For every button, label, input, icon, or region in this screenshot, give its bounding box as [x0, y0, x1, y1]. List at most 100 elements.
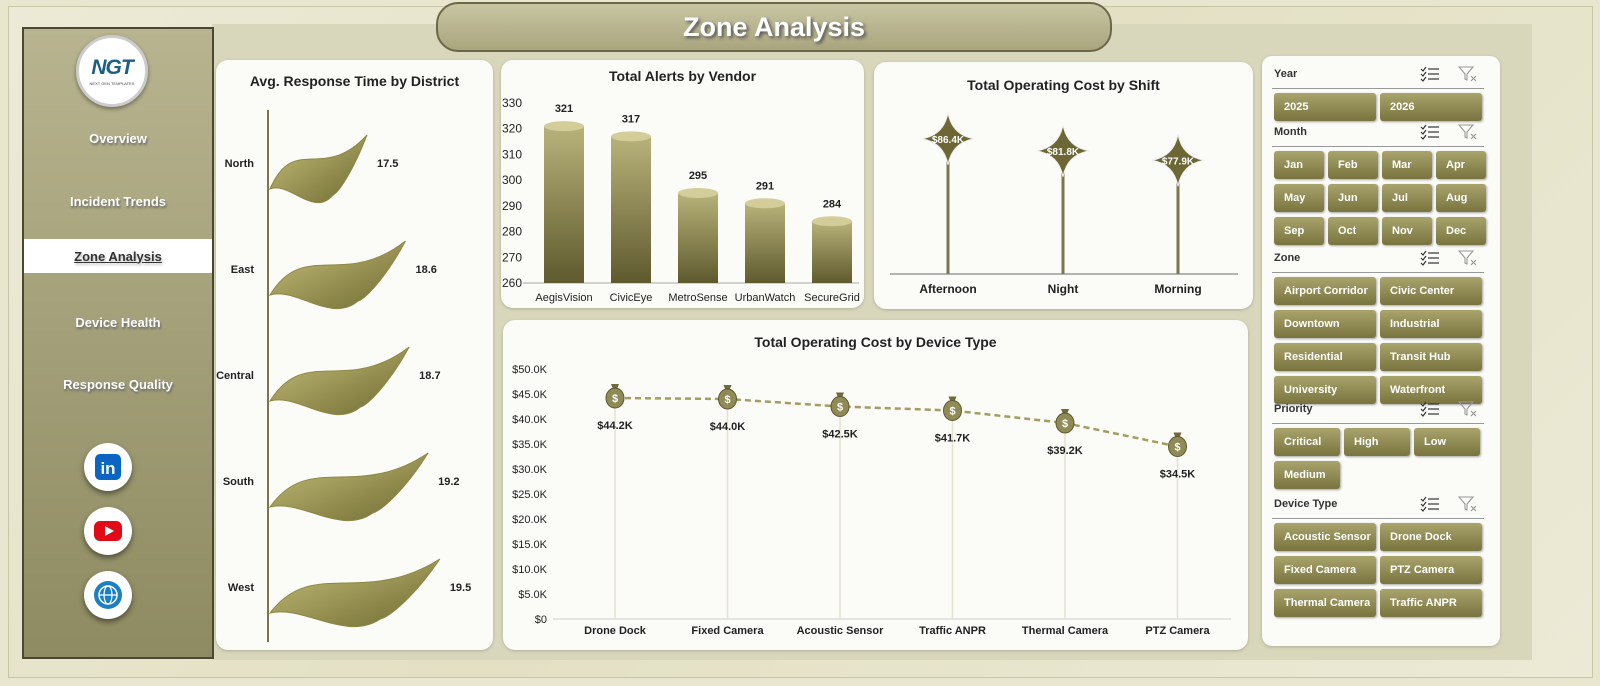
filter-divider: [1272, 146, 1484, 147]
multi-select-icon[interactable]: [1420, 401, 1440, 417]
filter-option-drone-dock[interactable]: Drone Dock: [1380, 523, 1482, 551]
device-category-label: Thermal Camera: [1022, 625, 1109, 637]
alerts-ytick-label: 290: [502, 199, 522, 213]
filter-option-residential[interactable]: Residential: [1274, 343, 1376, 371]
alerts-chart: 260 270 280 290 300 310 320 330 321 AegisVision 31…: [502, 96, 860, 304]
globe-link[interactable]: [84, 571, 132, 619]
clear-filter-icon[interactable]: [1457, 124, 1478, 140]
response-value-label: 19.2: [438, 476, 459, 488]
alerts-bar-cap: [745, 198, 785, 209]
filter-option-jan[interactable]: Jan: [1274, 151, 1324, 179]
filter-option-nov[interactable]: Nov: [1382, 217, 1432, 245]
logo-text: NGT: [91, 56, 133, 79]
clear-filter-icon[interactable]: [1457, 66, 1478, 82]
clear-filter-icon[interactable]: [1457, 496, 1478, 512]
sidebar-item-incident-trends[interactable]: Incident Trends: [69, 193, 167, 209]
shift-category-label: Afternoon: [919, 282, 976, 296]
filter-option-airport-corridor[interactable]: Airport Corridor: [1274, 277, 1376, 305]
filter-option-medium[interactable]: Medium: [1274, 461, 1340, 489]
multi-select-icon[interactable]: [1420, 496, 1440, 512]
shift-marker: [921, 112, 975, 165]
alerts-title: Total Alerts by Vendor: [608, 68, 757, 84]
money-bag-icon: $: [830, 392, 850, 417]
filter-option-2026[interactable]: 2026: [1380, 93, 1482, 121]
filter-option-transit-hub[interactable]: Transit Hub: [1380, 343, 1482, 371]
response-time-chart: North 17.5 East 18.6 Central 18.7 South 19.2 Wes…: [216, 110, 471, 642]
filter-option-feb[interactable]: Feb: [1328, 151, 1378, 179]
alerts-ytick-label: 330: [502, 96, 522, 110]
alerts-value-label: 284: [823, 198, 842, 210]
clear-filter-icon[interactable]: [1457, 250, 1478, 266]
response-category-label: South: [223, 476, 254, 488]
device-category-label: Drone Dock: [584, 625, 647, 637]
device-ytick-label: $10.0K: [512, 564, 548, 576]
filter-option-ptz-camera[interactable]: PTZ Camera: [1380, 556, 1482, 584]
filter-option-jun[interactable]: Jun: [1328, 184, 1378, 212]
alerts-bar-cap: [812, 216, 852, 227]
device-ytick-label: $50.0K: [512, 364, 548, 376]
alerts-bar: [611, 136, 651, 283]
sidebar-item-zone-analysis[interactable]: Zone Analysis: [24, 239, 212, 273]
filter-option-acoustic-sensor[interactable]: Acoustic Sensor: [1274, 523, 1376, 551]
alerts-bar: [678, 193, 718, 283]
sidebar-item-device-health[interactable]: Device Health: [75, 314, 161, 330]
device-ytick-label: $0: [535, 614, 547, 626]
svg-text:$: $: [1174, 442, 1180, 454]
device-ytick-label: $40.0K: [512, 414, 548, 426]
filter-option-mar[interactable]: Mar: [1382, 151, 1432, 179]
page-title: Zone Analysis: [682, 11, 866, 42]
youtube-link[interactable]: [84, 507, 132, 555]
filter-label-year: Year: [1274, 68, 1298, 80]
filter-option-industrial[interactable]: Industrial: [1380, 310, 1482, 338]
filter-option-may[interactable]: May: [1274, 184, 1324, 212]
device-value-label: $41.7K: [935, 433, 971, 445]
alerts-category-label: AegisVision: [535, 292, 592, 304]
response-value-label: 18.7: [419, 370, 440, 382]
filter-divider: [1272, 518, 1484, 519]
device-category-label: Traffic ANPR: [919, 625, 986, 637]
sidebar-item-response-quality[interactable]: Response Quality: [63, 376, 173, 392]
filter-divider: [1272, 88, 1484, 89]
globe-icon: [94, 581, 122, 609]
response-bar: [268, 346, 410, 416]
filter-option-low[interactable]: Low: [1414, 428, 1480, 456]
svg-text:$: $: [949, 406, 955, 418]
clear-filter-icon[interactable]: [1457, 401, 1478, 417]
linkedin-link[interactable]: in: [84, 443, 132, 491]
svg-text:$: $: [837, 402, 843, 414]
filter-option-aug[interactable]: Aug: [1436, 184, 1486, 212]
multi-select-icon[interactable]: [1420, 66, 1440, 82]
filter-option-2025[interactable]: 2025: [1274, 93, 1376, 121]
money-bag-icon: $: [943, 396, 962, 421]
filter-option-dec[interactable]: Dec: [1436, 217, 1486, 245]
alerts-value-label: 317: [622, 113, 640, 125]
filter-divider: [1272, 423, 1484, 424]
linkedin-icon: in: [95, 454, 121, 480]
filter-option-university[interactable]: University: [1274, 376, 1376, 404]
filter-option-apr[interactable]: Apr: [1436, 151, 1486, 179]
response-category-label: West: [228, 582, 254, 594]
filter-option-oct[interactable]: Oct: [1328, 217, 1378, 245]
multi-select-icon[interactable]: [1420, 250, 1440, 266]
filter-option-traffic-anpr[interactable]: Traffic ANPR: [1380, 589, 1482, 617]
filter-panel: Year 2025 2026 Month Jan Feb Mar Apr May Jun Jul Au…: [1262, 56, 1500, 646]
response-time-title: Avg. Response Time by District: [249, 73, 460, 89]
filter-option-civic-center[interactable]: Civic Center: [1380, 277, 1482, 305]
alerts-category-label: UrbanWatch: [735, 292, 796, 304]
filter-option-downtown[interactable]: Downtown: [1274, 310, 1376, 338]
filter-option-waterfront[interactable]: Waterfront: [1380, 376, 1482, 404]
alerts-ytick-label: 320: [502, 122, 522, 136]
filter-option-fixed-camera[interactable]: Fixed Camera: [1274, 556, 1376, 584]
linkedin-icon-text: in: [100, 459, 115, 478]
multi-select-icon[interactable]: [1420, 124, 1440, 140]
filter-option-jul[interactable]: Jul: [1382, 184, 1432, 212]
response-bar: [268, 452, 429, 522]
shift-cost-card: Total Operating Cost by Shift $86.4K Afte…: [874, 62, 1253, 309]
filter-option-thermal-camera[interactable]: Thermal Camera: [1274, 589, 1376, 617]
response-bar: [268, 558, 441, 628]
filter-option-sep[interactable]: Sep: [1274, 217, 1324, 245]
filter-option-high[interactable]: High: [1344, 428, 1410, 456]
sidebar-item-overview[interactable]: Overview: [89, 130, 147, 146]
filter-option-critical[interactable]: Critical: [1274, 428, 1340, 456]
money-bag-icon: $: [718, 385, 737, 410]
